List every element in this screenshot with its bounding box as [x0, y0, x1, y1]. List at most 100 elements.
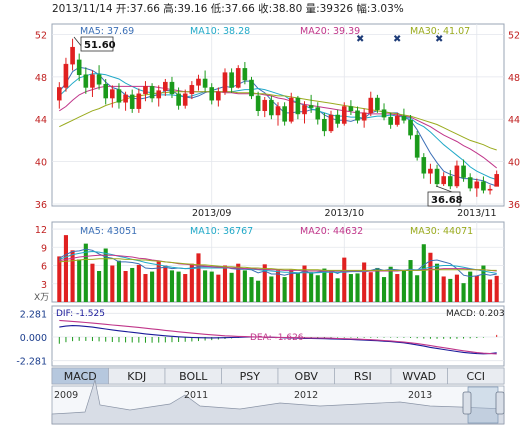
candle-body [467, 177, 473, 189]
candle-body [381, 109, 387, 118]
volume-bar [163, 265, 168, 302]
volume-bar [63, 235, 68, 302]
candle-body [116, 89, 122, 103]
candle-body [189, 85, 195, 95]
candle-body [421, 157, 427, 174]
volume-bar [110, 265, 115, 302]
volume-bar [169, 270, 175, 302]
volume-ma-line-ma5 [59, 248, 497, 278]
macd-tick: 2.281 [20, 309, 47, 320]
low-marker: 36.68 [427, 185, 463, 207]
candle-body [196, 78, 201, 86]
candle-body [229, 72, 234, 88]
tab-label[interactable]: WVAD [402, 370, 436, 383]
price-tick-left: 52 [35, 30, 47, 41]
volume-bar [97, 270, 102, 302]
candle-body [90, 74, 95, 88]
low-marker-value: 36.68 [431, 195, 463, 206]
candle-body [295, 97, 301, 115]
tab-label[interactable]: OBV [295, 370, 319, 383]
volume-bar [362, 262, 367, 302]
volume-bar [494, 275, 499, 302]
tab-label[interactable]: CCI [466, 370, 485, 383]
candle-body [63, 63, 69, 88]
tab-label[interactable]: BOLL [179, 370, 208, 383]
timeline-left-handle[interactable] [462, 391, 472, 415]
volume-bar [176, 271, 181, 302]
candle-body [355, 110, 360, 121]
date-tick-label: 2013/09 [192, 208, 231, 219]
indicator-tabs: MACD KDJ BOLL PSY OBV RSI WVAD CCI [51, 367, 505, 385]
timeline-right-handle[interactable] [495, 391, 505, 415]
candle-body [57, 87, 62, 101]
timeline-year-label: 2013 [408, 390, 432, 401]
macd-label: MACD: 0.203 [446, 309, 505, 319]
volume-ma-labels: MA5: 43051 MA10: 36767 MA20: 44632 MA30: 44… [80, 226, 473, 237]
volume-tick: 12 [35, 225, 47, 236]
candle-body [487, 188, 493, 191]
volume-bar [242, 270, 247, 302]
event-marker-icon[interactable]: ✖ [435, 34, 443, 45]
candle-body [176, 93, 181, 106]
macd-line-dea [59, 319, 497, 355]
candle-body [388, 116, 393, 125]
candle-body [202, 78, 208, 88]
candle-body [216, 91, 221, 101]
event-marker-icon[interactable]: ✖ [356, 34, 364, 45]
candle-body [481, 181, 486, 191]
timeline-selection[interactable] [467, 386, 499, 424]
candle-body [282, 106, 287, 122]
candle-body [182, 93, 188, 106]
volume-ma-label: MA20: 44632 [300, 226, 363, 237]
dea-label: DEA: -1.626 [250, 333, 304, 343]
timeline-years: 2009 2011 2012 2013 [54, 390, 432, 401]
volume-bar [229, 272, 234, 302]
price-tick-left: 44 [35, 115, 47, 126]
volume-bar [216, 274, 221, 302]
candle-body [163, 81, 168, 91]
volume-bar [256, 280, 261, 302]
date-axis: 2013/09 2013/10 2013/11 [192, 208, 497, 219]
price-ma-label: MA5: 37.69 [80, 26, 134, 37]
price-tick-left: 48 [35, 73, 47, 84]
candle-body [110, 89, 115, 99]
date-tick-label: 2013/10 [325, 208, 364, 219]
tab-label[interactable]: RSI [354, 370, 372, 383]
tab-cci[interactable] [447, 367, 505, 385]
tab-label[interactable]: KDJ [127, 370, 146, 383]
candle-body [96, 74, 102, 85]
tab-label[interactable]: PSY [240, 370, 261, 383]
volume-bar [236, 263, 241, 302]
candle-body [70, 46, 75, 65]
event-marker-icon[interactable]: ✖ [393, 34, 401, 45]
candle-body [454, 165, 460, 187]
volume-bar [189, 263, 194, 302]
header-quote: 2013/11/14 开:37.66 高:39.16 低:37.66 收:38.… [52, 2, 404, 15]
macd-tick: 0.000 [20, 333, 47, 344]
tab-label[interactable]: MACD [64, 370, 97, 383]
macd-panel [51, 305, 505, 367]
volume-bar [434, 263, 440, 302]
volume-tick: 6 [41, 262, 47, 273]
volume-bar [123, 270, 128, 302]
candle-body [335, 114, 340, 124]
volume-unit-label: X万 [34, 293, 49, 303]
candle-body [275, 106, 281, 116]
volume-bar [348, 274, 353, 302]
volume-bar [209, 271, 214, 302]
candle-body [375, 97, 380, 110]
volume-bar [415, 275, 420, 302]
volume-bar [289, 269, 294, 302]
candle-body [249, 79, 254, 97]
volume-bar [295, 272, 300, 302]
volume-bar [468, 271, 473, 302]
volume-ma-line-ma20 [59, 254, 497, 272]
volume-bar [342, 257, 347, 302]
candle-body [394, 115, 400, 125]
timeline-year-label: 2011 [184, 390, 208, 401]
volume-bar [474, 275, 479, 302]
volume-bar [448, 278, 453, 302]
candle-body [76, 59, 82, 75]
